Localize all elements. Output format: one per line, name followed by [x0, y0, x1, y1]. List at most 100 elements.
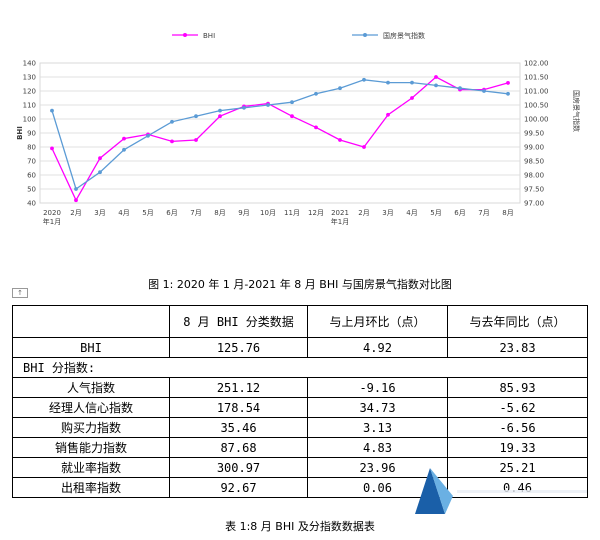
table-cell: -5.62 — [447, 397, 588, 418]
data-point-bhi — [98, 156, 102, 161]
series-group — [50, 75, 510, 203]
data-point-housing-index — [122, 147, 126, 152]
x-tick-label: 2020 年1月 — [43, 209, 61, 226]
data-point-bhi — [170, 139, 174, 144]
data-point-housing-index — [458, 86, 462, 91]
left-y-tick-label: 70 — [27, 158, 36, 166]
table-row: 出租率指数 92.67 0.06 0.46 — [12, 477, 588, 498]
table-cell: 300.97 — [169, 457, 308, 478]
table-row: 销售能力指数 87.68 4.83 19.33 — [12, 437, 588, 458]
table-header-row: 8 月 BHI 分类数据 与上月环比（点） 与去年同比（点） — [12, 305, 588, 338]
x-tick-label: 11月 — [284, 209, 300, 217]
left-y-tick-label: 100 — [23, 116, 36, 124]
x-tick-label: 3月 — [94, 209, 105, 217]
cell-value: 125.76 — [169, 337, 308, 358]
data-point-housing-index — [386, 80, 390, 85]
x-tick-label: 5月 — [430, 209, 441, 217]
data-point-housing-index — [362, 77, 366, 82]
data-point-bhi — [362, 145, 366, 149]
legend: BHI 国房景气指数 — [172, 31, 425, 40]
data-point-bhi — [506, 81, 510, 85]
data-point-housing-index — [434, 83, 438, 88]
expand-marker-icon[interactable]: ↑ — [12, 288, 28, 298]
data-point-housing-index — [146, 133, 150, 138]
x-tick-label: 2021 年1月 — [331, 209, 349, 226]
section-label: BHI 分指数: — [12, 357, 170, 378]
data-point-housing-index — [218, 108, 222, 113]
table-cell: 178.54 — [169, 397, 308, 418]
legend-housing-label: 国房景气指数 — [383, 31, 425, 40]
data-point-bhi — [290, 114, 294, 119]
right-y-ticks: 97.00 97.50 98.00 98.50 99.00 99.50 100.00 100.… — [524, 60, 549, 208]
data-point-housing-index — [506, 91, 510, 96]
table-row: 人气指数 251.12 -9.16 85.93 — [12, 377, 588, 398]
left-y-axis-label: BHI — [16, 126, 24, 140]
table-cell: -6.56 — [447, 417, 588, 438]
right-y-tick-label: 99.50 — [524, 130, 544, 138]
x-tick-label: 12月 — [308, 209, 324, 217]
table-cell: 251.12 — [169, 377, 308, 398]
data-point-housing-index — [170, 119, 174, 124]
x-tick-label: 7月 — [478, 209, 489, 217]
right-y-tick-label: 100.50 — [524, 102, 549, 110]
row-label-bhi: BHI — [12, 337, 170, 358]
legend-bhi-marker — [183, 33, 187, 37]
watermark-logo — [415, 468, 587, 514]
data-point-housing-index — [242, 105, 246, 110]
row-label: 人气指数 — [12, 377, 170, 398]
data-point-bhi — [386, 112, 390, 117]
data-point-bhi — [314, 125, 318, 130]
row-label: 出租率指数 — [12, 477, 170, 498]
right-y-tick-label: 102.00 — [524, 60, 549, 68]
right-y-axis-label: 国房景气指数 — [572, 90, 581, 132]
table-cell: 4.83 — [307, 437, 448, 458]
x-tick-label: 4月 — [118, 209, 129, 217]
data-point-bhi — [338, 138, 342, 142]
left-y-tick-label: 110 — [23, 102, 36, 110]
figure-caption: 图 1: 2020 年 1 月-2021 年 8 月 BHI 与国房景气指数对比… — [148, 278, 452, 291]
table-row: 就业率指数 300.97 23.96 25.21 — [12, 457, 588, 478]
header-cell-empty — [12, 305, 170, 338]
legend-housing-marker — [363, 33, 367, 37]
row-label: 销售能力指数 — [12, 437, 170, 458]
table-cell: 19.33 — [447, 437, 588, 458]
row-label: 经理人信心指数 — [12, 397, 170, 418]
right-y-tick-label: 101.00 — [524, 88, 549, 96]
table-row: 经理人信心指数 178.54 34.73 -5.62 — [12, 397, 588, 418]
header-cell-mom: 与上月环比（点） — [307, 305, 448, 338]
left-y-tick-label: 80 — [27, 144, 36, 152]
table-section-row: BHI 分指数: — [12, 357, 588, 378]
left-y-tick-label: 130 — [23, 74, 36, 82]
right-y-tick-label: 99.00 — [524, 144, 544, 152]
watermark-triangle-right — [430, 468, 453, 514]
x-tick-label: 8月 — [214, 209, 225, 217]
x-tick-label: 3月 — [382, 209, 393, 217]
bhi-data-table: 8 月 BHI 分类数据 与上月环比（点） 与去年同比（点） BHI 125.7… — [12, 305, 588, 498]
table-cell: 0.06 — [307, 477, 448, 498]
data-point-housing-index — [74, 187, 78, 191]
x-ticks: 2020 年1月 2月 3月 4月 5月 6月 7月 8月 9月 10月 11月 12月 2021 年1月 2… — [43, 209, 514, 226]
data-point-bhi — [434, 75, 438, 79]
data-point-housing-index — [50, 108, 54, 113]
comparison-line-chart: BHI 国房景气指数 40 50 60 70 80 90 100 110 120 130 140 9… — [0, 0, 600, 250]
cell-mom: 4.92 — [307, 337, 448, 358]
table-cell: 85.93 — [447, 377, 588, 398]
right-y-tick-label: 101.50 — [524, 74, 549, 82]
data-point-bhi — [410, 96, 414, 100]
data-point-housing-index — [290, 100, 294, 105]
data-point-housing-index — [98, 170, 102, 175]
data-point-housing-index — [194, 114, 198, 119]
left-y-tick-label: 90 — [27, 130, 36, 138]
table-cell: 87.68 — [169, 437, 308, 458]
header-cell-yoy: 与去年同比（点） — [447, 305, 588, 338]
table-cell: -9.16 — [307, 377, 448, 398]
x-tick-label: 6月 — [454, 209, 465, 217]
x-tick-label: 4月 — [406, 209, 417, 217]
table-row: 购买力指数 35.46 3.13 -6.56 — [12, 417, 588, 438]
x-tick-label: 9月 — [238, 209, 249, 217]
data-point-housing-index — [266, 103, 270, 107]
cell-yoy: 23.83 — [447, 337, 588, 358]
table-cell: 92.67 — [169, 477, 308, 498]
data-point-housing-index — [338, 86, 342, 91]
left-y-tick-label: 140 — [23, 60, 36, 68]
